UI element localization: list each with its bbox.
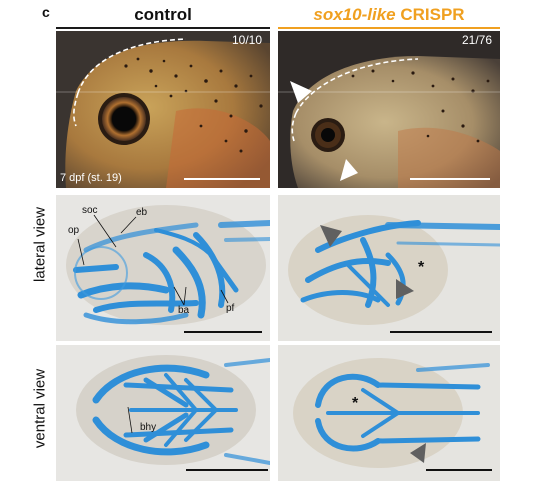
crispr-lateral-arrowhead-top: [320, 225, 342, 247]
row-label-ventral: ventral view: [31, 368, 49, 449]
crispr-live-scale-bar: [410, 178, 490, 180]
column-title-crispr-italic: sox10-like: [313, 5, 396, 24]
control-lateral-image: [56, 195, 270, 341]
crispr-live-image: [278, 31, 500, 188]
column-rule-crispr: [278, 27, 500, 29]
crispr-live-arrowhead-bottom: [340, 159, 358, 181]
crispr-ventral-arrowhead: [410, 443, 426, 463]
label-bhy: bhy: [140, 422, 157, 433]
crispr-lateral-image: [278, 195, 500, 341]
panel-control-live: 10/10 7 dpf (st. 19): [56, 31, 270, 188]
panel-control-lateral: soc eb op ba pf: [56, 195, 270, 341]
column-rule-control: [56, 27, 270, 29]
panel-control-ventral: bhy: [56, 345, 270, 481]
panel-crispr-live: 21/76: [278, 31, 500, 188]
label-pf: pf: [226, 303, 235, 314]
column-title-crispr-rest: CRISPR: [395, 5, 465, 24]
crispr-ventral-asterisk: *: [352, 395, 359, 412]
label-eb: eb: [136, 207, 148, 218]
label-op: op: [68, 225, 80, 236]
control-live-stage: 7 dpf (st. 19): [60, 172, 122, 184]
row-label-lateral: lateral view: [31, 206, 49, 283]
control-ventral-scale-bar: [186, 469, 268, 471]
control-ventral-image: [56, 345, 270, 481]
control-live-ratio: 10/10: [231, 33, 262, 47]
panel-crispr-ventral: *: [278, 345, 500, 481]
panel-crispr-lateral: *: [278, 195, 500, 341]
label-soc: soc: [82, 205, 98, 216]
column-title-crispr: sox10-like CRISPR: [278, 5, 500, 25]
panel-letter: c: [42, 4, 50, 20]
control-lateral-scale-bar: [184, 331, 262, 333]
control-live-scale-bar: [184, 178, 260, 180]
crispr-lateral-scale-bar: [390, 331, 492, 333]
crispr-ventral-scale-bar: [426, 469, 492, 471]
crispr-lateral-arrowhead-bottom: [396, 279, 414, 299]
control-live-image: [56, 31, 270, 188]
label-ba: ba: [178, 305, 190, 316]
crispr-ventral-image: [278, 345, 500, 481]
crispr-live-ratio: 21/76: [461, 33, 492, 47]
crispr-lateral-asterisk: *: [418, 259, 425, 276]
column-title-control: control: [134, 5, 192, 24]
